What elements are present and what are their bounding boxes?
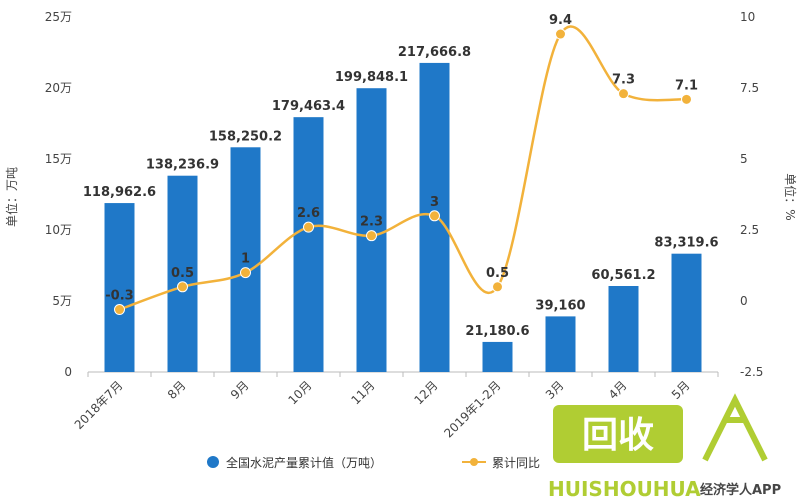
line-point [303, 221, 314, 233]
x-tick-label: 12月 [411, 378, 440, 407]
line-data-label: -0.3 [105, 289, 133, 304]
y-right-tick-label: 0 [740, 294, 748, 308]
bar-data-label: 39,160 [535, 298, 585, 313]
y-right-tick-label: 7.5 [740, 81, 759, 95]
x-tick-label: 11月 [348, 378, 377, 407]
bar [167, 175, 198, 372]
bar [608, 286, 639, 372]
growth-line [119, 25, 687, 311]
line-point [240, 267, 251, 279]
line-point [177, 281, 188, 293]
x-tick-label: 3月 [543, 378, 567, 402]
y-right-tick-label: -2.5 [740, 365, 763, 379]
labels-layer: 118,962.6 138,236.9 158,250.2 179,463.4 199,… [83, 13, 719, 339]
bar-data-label: 21,180.6 [465, 324, 529, 339]
bar-data-label: 60,561.2 [591, 268, 655, 283]
bar [545, 316, 576, 372]
brand-text: HUISHOUHUA [548, 477, 701, 500]
logo-box-icon [553, 405, 683, 463]
line-data-label: 2.6 [297, 206, 320, 221]
line-point [492, 281, 503, 293]
bar-data-label: 118,962.6 [83, 185, 156, 200]
x-tick-label: 5月 [669, 378, 693, 402]
y-left-tick-label: 15万 [45, 152, 72, 166]
x-tick-label: 4月 [606, 378, 630, 402]
y-left-tick-label: 0 [64, 365, 72, 379]
bar-data-label: 138,236.9 [146, 158, 219, 173]
app-text: 经济学人APP [700, 482, 781, 498]
line-point [366, 230, 377, 242]
line-data-label: 1 [241, 252, 250, 267]
line-point [618, 88, 629, 100]
y-right-tick-label: 2.5 [740, 223, 759, 237]
bars-layer [104, 62, 702, 372]
bar-data-label: 83,319.6 [654, 236, 718, 251]
logo-person-icon [702, 393, 768, 462]
legend-bar-swatch [207, 456, 219, 468]
x-tick-label: 2019年1-2月 [441, 378, 503, 440]
legend-line-marker [470, 458, 478, 466]
watermark-logo: 回收 HUISHOUHUA 经济学人APP [548, 393, 781, 500]
bar [356, 88, 387, 372]
line-data-label: 3 [430, 195, 439, 210]
line-point [555, 28, 566, 40]
legend-bar-label: 全国水泥产量累计值（万吨） [226, 455, 382, 470]
bar-data-label: 217,666.8 [398, 45, 471, 60]
line-data-label: 9.4 [549, 13, 572, 28]
y-left-tick-label: 10万 [45, 223, 72, 237]
x-tick-label: 8月 [165, 378, 189, 402]
line-data-label: 0.5 [171, 266, 194, 281]
bar [482, 341, 513, 372]
line-data-label: 0.5 [486, 266, 509, 281]
x-tick-label: 2018年7月 [72, 378, 126, 432]
bar [293, 117, 324, 372]
logo-text: 回收 [582, 415, 654, 456]
line-data-label: 7.3 [612, 73, 635, 88]
line-layer [114, 25, 692, 316]
y-left-tick-label: 20万 [45, 81, 72, 95]
bar-data-label: 199,848.1 [335, 70, 408, 85]
bar-data-label: 179,463.4 [272, 99, 345, 114]
bar-data-label: 158,250.2 [209, 129, 282, 144]
line-data-label: 2.3 [360, 215, 383, 230]
line-point [681, 93, 692, 105]
x-tick-label: 10月 [285, 378, 314, 407]
line-point [429, 210, 440, 222]
line-point [114, 304, 125, 316]
legend-line-label: 累计同比 [492, 456, 540, 470]
bar [104, 203, 135, 372]
y-left-tick-label: 25万 [45, 10, 72, 24]
bar [671, 253, 702, 372]
legend: 全国水泥产量累计值（万吨） 累计同比 [207, 455, 540, 470]
x-tick-label: 9月 [228, 378, 252, 402]
y-right-axis-title: 单位：% [783, 173, 798, 220]
y-right-tick-label: 10 [740, 10, 755, 24]
y-right-tick-label: 5 [740, 152, 748, 166]
bar [230, 147, 261, 372]
line-data-label: 7.1 [675, 78, 698, 93]
y-left-axis-title: 单位：万吨 [4, 167, 19, 227]
y-left-tick-label: 5万 [52, 294, 72, 308]
